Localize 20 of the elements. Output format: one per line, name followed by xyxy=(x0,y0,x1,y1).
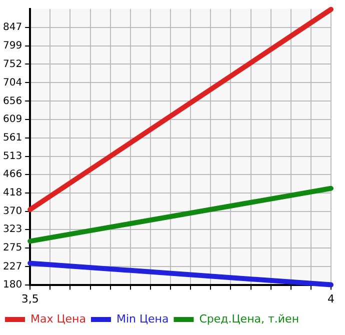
y-tick-label: 752 xyxy=(2,58,22,70)
y-tick-label: 370 xyxy=(2,206,22,218)
y-tick-label: 847 xyxy=(2,22,22,34)
y-tick-label: 466 xyxy=(2,169,22,180)
legend-label: Min Цена xyxy=(116,312,169,326)
y-tick-label: 561 xyxy=(2,132,22,144)
y-tick-label: 227 xyxy=(2,261,22,272)
y-tick-label: 609 xyxy=(2,114,22,125)
y-tick-label: 799 xyxy=(2,40,22,52)
y-tick-label: 656 xyxy=(2,96,22,107)
y-tick-label: 180 xyxy=(2,279,22,290)
y-tick-label: 418 xyxy=(2,188,22,199)
y-tick-label: 513 xyxy=(2,150,22,162)
y-tick-label: 704 xyxy=(2,77,22,88)
x-tick-label: 3,5 xyxy=(21,292,39,306)
legend-label: Max Цена xyxy=(30,312,86,326)
x-tick-label: 4 xyxy=(328,292,334,306)
y-tick-label: 323 xyxy=(2,224,22,236)
y-tick-label: 275 xyxy=(2,242,22,254)
legend-label: Сред.Цена, т.йен xyxy=(199,312,300,326)
